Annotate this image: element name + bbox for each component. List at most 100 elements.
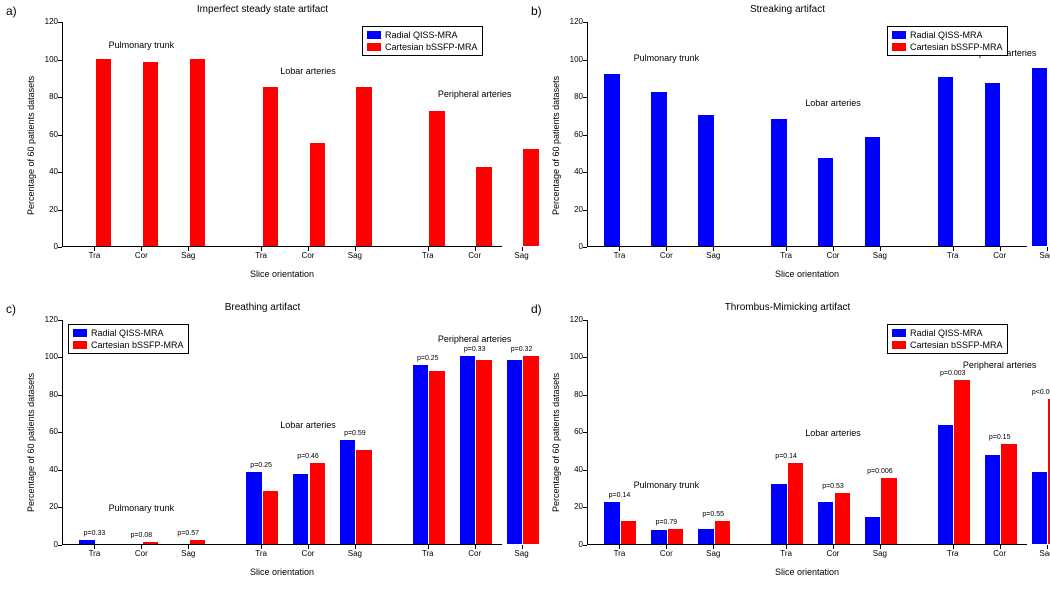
legend-label: Cartesian bSSFP-MRA bbox=[910, 339, 1003, 351]
x-axis-label: Slice orientation bbox=[62, 567, 502, 577]
bar-radial bbox=[246, 472, 262, 543]
ytick-label: 100 bbox=[565, 352, 583, 361]
xtick-label: Tra bbox=[422, 251, 434, 260]
bar-radial bbox=[604, 74, 620, 247]
bar-cartesian bbox=[310, 143, 326, 246]
p-value-label: p=0.15 bbox=[989, 434, 1011, 441]
group-label: Pulmonary trunk bbox=[109, 40, 175, 50]
xtick-label: Tra bbox=[780, 549, 792, 558]
bar-radial bbox=[938, 425, 954, 543]
xtick-label: Sag bbox=[181, 549, 195, 558]
xtick-label: Tra bbox=[947, 549, 959, 558]
bar-radial bbox=[698, 115, 714, 246]
xtick-label: Tra bbox=[89, 549, 101, 558]
p-value-label: p<0.0001 bbox=[1032, 389, 1050, 396]
xtick-label: Cor bbox=[993, 549, 1006, 558]
xtick-label: Cor bbox=[468, 251, 481, 260]
xtick-label: Sag bbox=[1039, 549, 1050, 558]
xtick-label: Tra bbox=[780, 251, 792, 260]
bar-radial bbox=[79, 540, 95, 544]
legend-item: Radial QISS-MRA bbox=[367, 29, 478, 41]
bar-radial bbox=[698, 529, 714, 544]
legend-swatch bbox=[892, 31, 906, 39]
ytick-label: 40 bbox=[565, 167, 583, 176]
bar-radial bbox=[293, 474, 309, 543]
bar-radial bbox=[1032, 68, 1048, 246]
bar-radial bbox=[651, 530, 667, 543]
legend-swatch bbox=[73, 329, 87, 337]
legend-item: Radial QISS-MRA bbox=[892, 327, 1003, 339]
p-value-label: p=0.25 bbox=[250, 462, 272, 469]
ytick-label: 0 bbox=[565, 540, 583, 549]
bar-cartesian bbox=[143, 542, 159, 544]
bar-cartesian bbox=[356, 87, 372, 246]
bar-radial bbox=[818, 158, 834, 246]
ytick-label: 80 bbox=[40, 92, 58, 101]
bar-cartesian bbox=[96, 59, 112, 247]
panel-title: Imperfect steady state artifact bbox=[0, 4, 525, 15]
bar-cartesian bbox=[310, 463, 326, 544]
bar-radial bbox=[413, 365, 429, 543]
ytick-label: 100 bbox=[40, 352, 58, 361]
y-axis-label: Percentage of 60 patients datasets bbox=[26, 75, 36, 214]
p-value-label: p=0.25 bbox=[417, 355, 439, 362]
legend-swatch bbox=[73, 341, 87, 349]
p-value-label: p=0.33 bbox=[464, 346, 486, 353]
xtick-label: Tra bbox=[255, 549, 267, 558]
bar-radial bbox=[865, 517, 881, 543]
bar-cartesian bbox=[954, 380, 970, 543]
bar-radial bbox=[818, 502, 834, 543]
group-label: Lobar arteries bbox=[805, 98, 861, 108]
xtick-label: Tra bbox=[255, 251, 267, 260]
panel-d: d)Thrombus-Mimicking artifact02040608010… bbox=[525, 298, 1050, 595]
xtick-label: Sag bbox=[873, 549, 887, 558]
xtick-label: Cor bbox=[827, 251, 840, 260]
p-value-label: p=0.79 bbox=[656, 519, 678, 526]
legend-swatch bbox=[367, 31, 381, 39]
bar-radial bbox=[985, 455, 1001, 543]
ytick-label: 60 bbox=[565, 130, 583, 139]
ytick-label: 100 bbox=[565, 55, 583, 64]
group-label: Lobar arteries bbox=[805, 428, 861, 438]
bar-radial bbox=[340, 440, 356, 543]
p-value-label: p=0.59 bbox=[344, 430, 366, 437]
x-axis-label: Slice orientation bbox=[587, 269, 1027, 279]
p-value-label: p=0.55 bbox=[702, 511, 724, 518]
ytick-label: 100 bbox=[40, 55, 58, 64]
ytick-label: 40 bbox=[40, 465, 58, 474]
p-value-label: p=0.33 bbox=[84, 530, 106, 537]
xtick-label: Tra bbox=[947, 251, 959, 260]
bar-radial bbox=[985, 83, 1001, 246]
xtick-label: Cor bbox=[302, 251, 315, 260]
group-label: Lobar arteries bbox=[280, 66, 336, 76]
bar-radial bbox=[604, 502, 620, 543]
group-label: Pulmonary trunk bbox=[634, 480, 700, 490]
panel-a: a)Imperfect steady state artifact0204060… bbox=[0, 0, 525, 298]
legend-item: Cartesian bSSFP-MRA bbox=[892, 339, 1003, 351]
bar-cartesian bbox=[881, 478, 897, 544]
bar-cartesian bbox=[621, 521, 637, 544]
bar-cartesian bbox=[429, 111, 445, 246]
bar-cartesian bbox=[476, 167, 492, 246]
y-axis-label: Percentage of 60 patients datasets bbox=[26, 373, 36, 512]
ytick-label: 40 bbox=[565, 465, 583, 474]
group-label: Pulmonary trunk bbox=[109, 503, 175, 513]
ytick-label: 60 bbox=[40, 130, 58, 139]
bar-radial bbox=[651, 92, 667, 246]
legend: Radial QISS-MRACartesian bSSFP-MRA bbox=[887, 26, 1008, 56]
xtick-label: Tra bbox=[614, 251, 626, 260]
p-value-label: p=0.53 bbox=[822, 483, 844, 490]
legend-item: Radial QISS-MRA bbox=[73, 327, 184, 339]
legend-label: Radial QISS-MRA bbox=[91, 327, 164, 339]
x-axis-label: Slice orientation bbox=[62, 269, 502, 279]
xtick-label: Tra bbox=[89, 251, 101, 260]
xtick-label: Sag bbox=[873, 251, 887, 260]
xtick-label: Sag bbox=[1039, 251, 1050, 260]
p-value-label: p=0.14 bbox=[609, 492, 631, 499]
xtick-label: Cor bbox=[660, 549, 673, 558]
ytick-label: 120 bbox=[565, 17, 583, 26]
legend-item: Cartesian bSSFP-MRA bbox=[892, 41, 1003, 53]
bar-cartesian bbox=[715, 521, 731, 544]
legend-label: Cartesian bSSFP-MRA bbox=[385, 41, 478, 53]
ytick-label: 40 bbox=[40, 167, 58, 176]
